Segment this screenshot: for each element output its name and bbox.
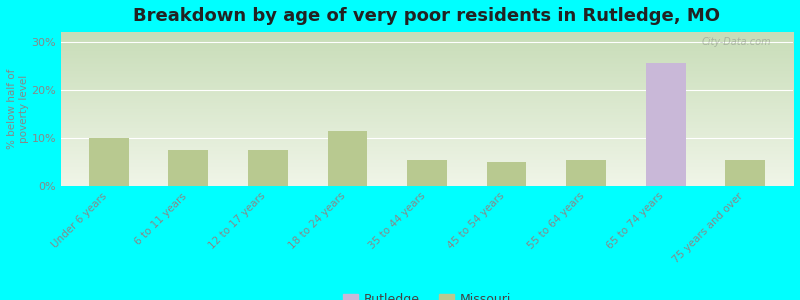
Bar — [327, 131, 367, 186]
Bar — [566, 160, 606, 186]
Bar — [407, 160, 447, 186]
Title: Breakdown by age of very poor residents in Rutledge, MO: Breakdown by age of very poor residents … — [134, 7, 721, 25]
Bar — [89, 138, 129, 186]
Bar — [168, 150, 208, 186]
Bar — [248, 150, 288, 186]
Y-axis label: % below half of
poverty level: % below half of poverty level — [7, 69, 29, 149]
Legend: Rutledge, Missouri: Rutledge, Missouri — [338, 288, 516, 300]
Bar — [726, 160, 766, 186]
Text: City-Data.com: City-Data.com — [702, 37, 771, 47]
Bar — [646, 63, 686, 186]
Bar — [646, 167, 686, 186]
Bar — [486, 162, 526, 186]
